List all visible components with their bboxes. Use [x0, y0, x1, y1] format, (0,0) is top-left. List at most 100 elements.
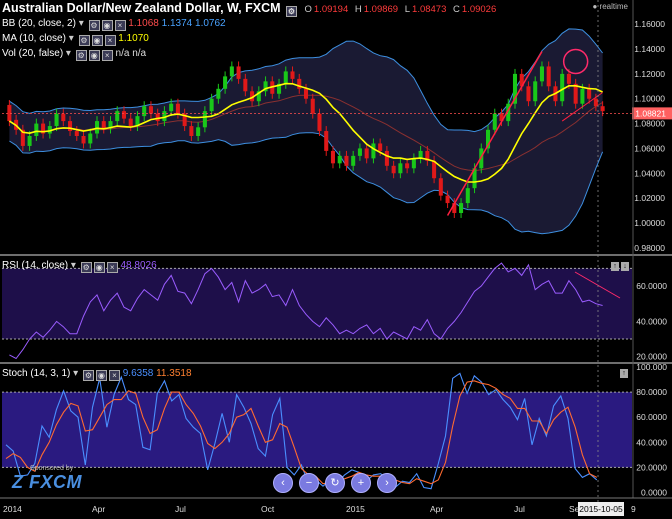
rsi-pane-down-icon[interactable]: ↓ [621, 262, 629, 271]
time-axis-label: Jul [514, 504, 525, 514]
price-tick-label: 1.04000 [634, 168, 665, 178]
candle-body [202, 111, 207, 128]
bb-settings-icon[interactable]: ⚙ [88, 20, 100, 31]
brand-text: FXCM [29, 472, 82, 492]
settings-icon[interactable]: ⚙ [286, 6, 298, 17]
candle-body [216, 88, 221, 99]
time-axis-label: Apr [92, 504, 105, 514]
rsi-pane-up-icon[interactable]: ↑ [611, 262, 619, 271]
stoch-pane-up-icon[interactable]: ↑ [620, 369, 628, 378]
candle-body [459, 203, 464, 214]
candle-body [27, 136, 32, 146]
vol-settings-icon[interactable]: ⚙ [75, 50, 87, 61]
stoch-visibility-icon[interactable]: ◉ [95, 370, 107, 381]
reset-view-button[interactable]: ↻ [325, 473, 345, 493]
price-tick-label: 1.08000 [634, 119, 665, 129]
rsi-tick-label: 40.0000 [636, 316, 667, 326]
rsi-close-icon[interactable]: × [106, 262, 118, 273]
stoch-d-value: 11.3518 [156, 368, 192, 379]
stoch-close-icon[interactable]: × [108, 370, 120, 381]
open-value: 1.09194 [313, 4, 349, 15]
candle-body [566, 73, 571, 84]
candle-body [317, 113, 322, 132]
candle-body [432, 160, 437, 179]
time-axis-label: 2014 [3, 504, 22, 514]
current-price-badge [632, 107, 672, 120]
candle-body [438, 178, 443, 196]
price-tick-label: 1.16000 [634, 19, 665, 29]
fxcm-logo: Z FXCM [12, 472, 82, 492]
candle-body [155, 113, 160, 122]
candle-body [337, 155, 342, 164]
ma-visibility-icon[interactable]: ◉ [91, 35, 103, 46]
candle-body [418, 150, 423, 159]
time-axis-label: Apr [430, 504, 443, 514]
stoch-tick-label: 60.0000 [636, 412, 667, 422]
ma-label[interactable]: MA (10, close) [2, 33, 66, 44]
candle-body [88, 133, 93, 144]
candle-body [378, 143, 383, 151]
candle-body [243, 78, 248, 92]
rsi-visibility-icon[interactable]: ◉ [93, 262, 105, 273]
candle-body [101, 121, 106, 129]
stoch-k-line [5, 372, 598, 490]
rsi-value: 48.8026 [120, 260, 157, 271]
stoch-tick-label: 0.0000 [641, 487, 667, 497]
candle-body [115, 111, 120, 122]
close-value: 1.09026 [461, 4, 497, 15]
ma-close-icon[interactable]: × [104, 35, 116, 46]
bb-value-1: 1.1068 [128, 18, 159, 29]
candle-body [371, 143, 376, 159]
pointer-annotation [561, 92, 603, 122]
current-price-label: 1.08821 [635, 108, 666, 118]
time-axis-label: Oct [261, 504, 275, 514]
time-axis-edge-label: 9 [631, 504, 636, 514]
scroll-right-button[interactable]: › [377, 473, 397, 493]
stoch-tick-label: 100.000 [636, 362, 667, 372]
scroll-left-button[interactable]: ‹ [273, 473, 293, 493]
rsi-tick-label: 20.0000 [636, 352, 667, 362]
candle-body [600, 106, 605, 112]
bb-label[interactable]: BB (20, close, 2) [2, 18, 76, 29]
zoom-in-button[interactable]: + [351, 473, 371, 493]
candle-body [250, 91, 255, 102]
chart-title[interactable]: Australian Dollar/New Zealand Dollar, W,… [2, 1, 281, 15]
rsi-label[interactable]: RSI (14, close) [2, 260, 69, 271]
candle-body [34, 123, 39, 136]
vol-close-icon[interactable]: × [101, 50, 113, 61]
rsi-settings-icon[interactable]: ⚙ [80, 262, 92, 273]
zoom-out-button[interactable]: − [299, 473, 319, 493]
rsi-band [2, 268, 632, 340]
candle-body [364, 148, 369, 159]
vol-visibility-icon[interactable]: ◉ [88, 50, 100, 61]
bb-close-icon[interactable]: × [114, 20, 126, 31]
bollinger-upper-line [9, 28, 603, 133]
candle-body [81, 136, 86, 144]
stoch-settings-icon[interactable]: ⚙ [82, 370, 94, 381]
bb-legend: BB (20, close, 2) ▾ ⚙ ◉ × 1.1068 1.1374 1.… [2, 18, 226, 31]
stoch-label[interactable]: Stoch (14, 3, 1) [2, 368, 71, 379]
bb-visibility-icon[interactable]: ◉ [101, 20, 113, 31]
rsi-legend: RSI (14, close) ▾ ⚙ ◉ × 48.8026 [2, 260, 157, 273]
candle-body [135, 116, 140, 127]
ma-settings-icon[interactable]: ⚙ [78, 35, 90, 46]
candle-body [196, 127, 201, 136]
vol-label[interactable]: Vol (20, false) [2, 48, 64, 59]
price-tick-label: 0.98000 [634, 243, 665, 253]
open-key: O [304, 4, 312, 15]
high-value: 1.09869 [363, 4, 399, 15]
stoch-tick-label: 20.0000 [636, 462, 667, 472]
vol-value-1: n/a [115, 48, 130, 59]
low-value: 1.08473 [412, 4, 447, 15]
candle-body [54, 113, 59, 127]
candle-body [256, 91, 261, 102]
high-key: H [354, 4, 362, 15]
sponsor-logo[interactable]: Sponsored by Z FXCM [12, 465, 82, 493]
stoch-d-line [5, 380, 598, 485]
chart-navigation: ‹ − ↻ + › [273, 473, 403, 495]
sponsored-text: Sponsored by [30, 465, 74, 472]
low-key: L [404, 4, 411, 15]
candle-body [506, 103, 511, 122]
